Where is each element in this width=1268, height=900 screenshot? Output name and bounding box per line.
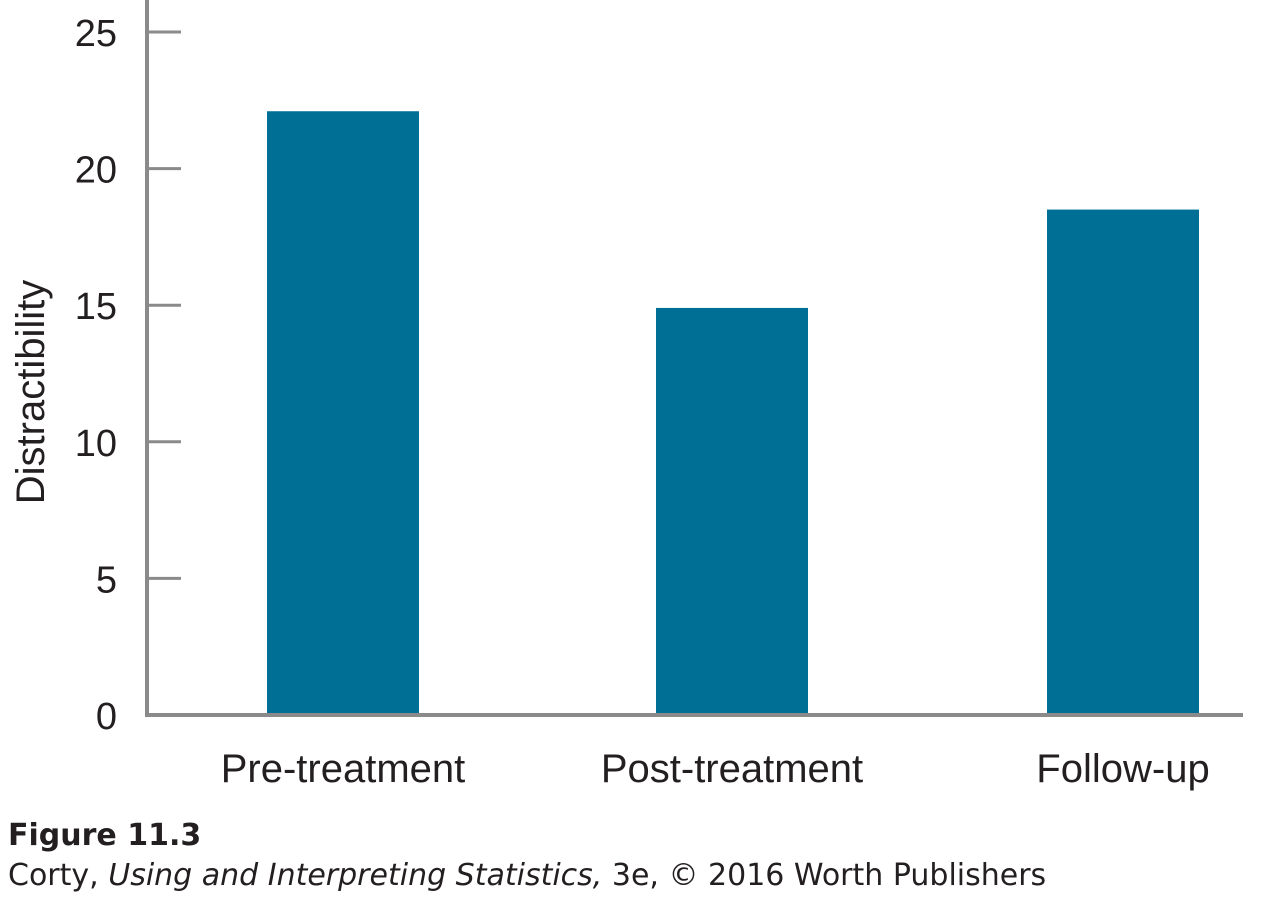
y-tick-label: 5 — [96, 559, 117, 601]
bar-follow-up — [1047, 209, 1199, 715]
credit-author: Corty, — [8, 858, 109, 893]
x-tick-label: Post-treatment — [601, 747, 863, 791]
y-tick-label: 25 — [75, 13, 117, 55]
x-tick-label: Follow-up — [1036, 747, 1209, 791]
x-tick-label: Pre-treatment — [221, 747, 466, 791]
figure-credit: Corty, Using and Interpreting Statistics… — [8, 858, 1046, 893]
y-tick-label: 20 — [75, 150, 117, 192]
credit-book-title: Using and Interpreting Statistics, — [108, 858, 603, 893]
credit-rest: 3e, © 2016 Worth Publishers — [602, 858, 1047, 893]
bars — [267, 111, 1199, 715]
y-axis-ticks: 0 5 10 15 20 25 — [75, 13, 181, 738]
bar-pre-treatment — [267, 111, 419, 715]
x-axis-labels: Pre-treatment Post-treatment Follow-up — [221, 747, 1210, 791]
y-tick-label: 10 — [75, 423, 117, 465]
figure-label: Figure 11.3 — [8, 818, 202, 853]
bar-post-treatment — [656, 307, 808, 715]
y-tick-label: 0 — [96, 696, 117, 738]
y-tick-label: 15 — [75, 286, 117, 328]
y-axis-title: Distractibility — [9, 280, 53, 504]
bar-chart: 0 5 10 15 20 25 Pre-treatment Post-treatment Fo… — [9, 0, 1243, 791]
